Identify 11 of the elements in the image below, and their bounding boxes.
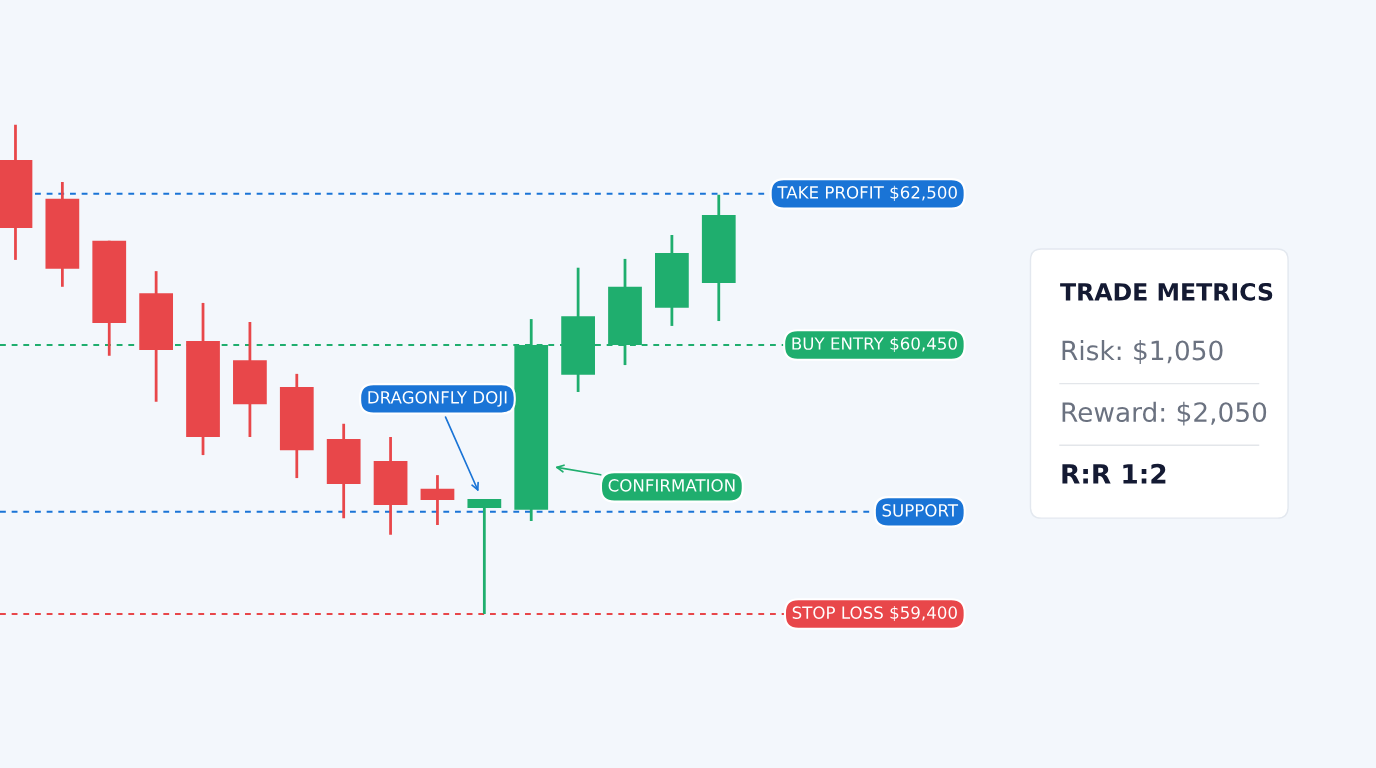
ref-line-label: TAKE PROFIT $62,500: [777, 185, 957, 201]
text: TRADE METRICS: [1060, 282, 1273, 301]
annotation: CONFIRMATION: [608, 479, 735, 492]
text: R:R 1:2: [1062, 463, 1166, 484]
text: Risk: $1,050: [1062, 340, 1223, 364]
candlestick: [467, 497, 502, 616]
annotation: DRAGONFLY DOJI: [368, 391, 507, 407]
ref-line-label: SUPPORT: [882, 504, 959, 517]
ref-line-label: BUY ENTRY $60,450: [792, 336, 957, 353]
ref-line-label: STOP LOSS $59,400: [792, 606, 957, 622]
text: Reward: $2,050: [1062, 401, 1267, 426]
